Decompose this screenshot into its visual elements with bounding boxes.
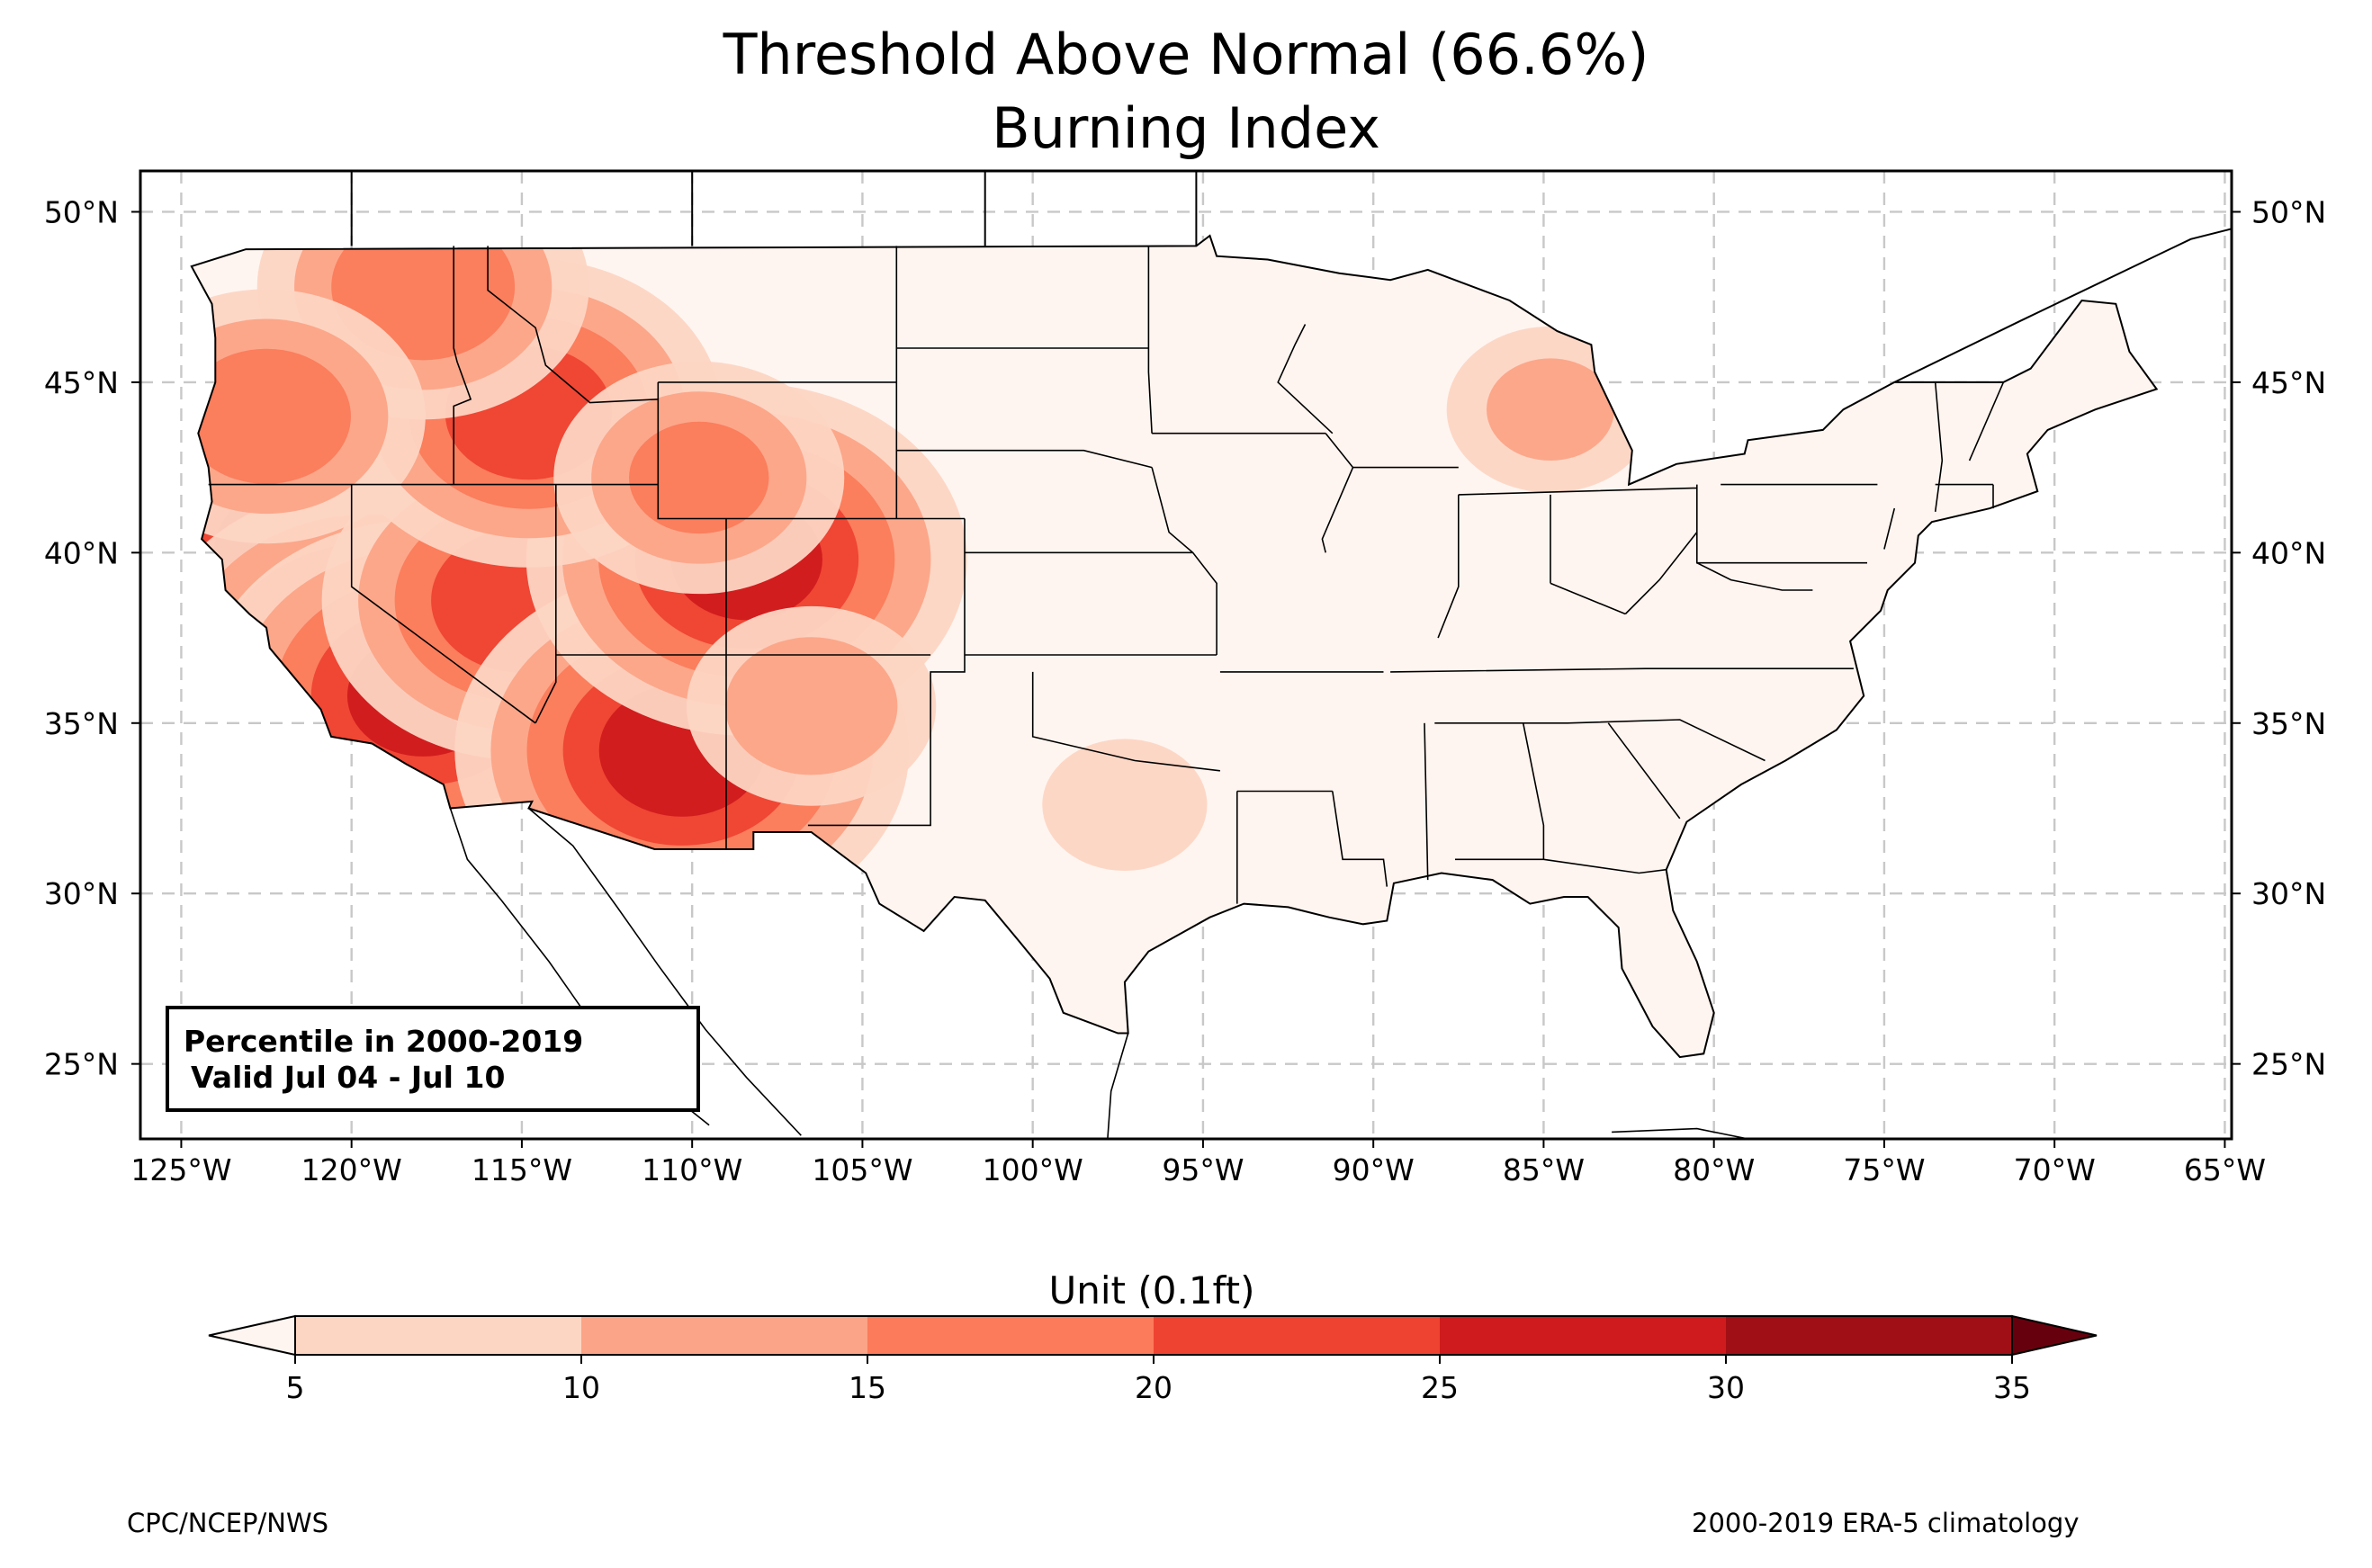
hotspot-12 <box>1042 739 1208 872</box>
map-subtitle: Burning Index <box>992 95 1380 161</box>
coastline-and-state-borders <box>190 171 2232 1139</box>
info-line-valid: Valid Jul 04 - Jul 10 <box>191 1060 506 1095</box>
colorbar-tick-label: 10 <box>562 1370 600 1405</box>
map-frame <box>139 169 2233 1141</box>
info-box: Percentile in 2000-2019 Valid Jul 04 - J… <box>166 1006 700 1112</box>
credit-climatology: 2000-2019 ERA-5 climatology <box>1692 1508 2080 1538</box>
lon-tick-label: 115°W <box>472 1152 572 1187</box>
credit-source: CPC/NCEP/NWS <box>127 1508 329 1538</box>
burning-index-shading <box>191 236 2157 1058</box>
canada-border <box>350 171 2232 383</box>
colorbar-tick-label: 30 <box>1707 1370 1745 1405</box>
lon-tick-label: 75°W <box>1843 1152 1925 1187</box>
colorbar-tick-label: 20 <box>1135 1370 1173 1405</box>
lat-tick-label-right: 45°N <box>2251 365 2326 400</box>
lon-tick-label: 125°W <box>130 1152 231 1187</box>
lon-tick-label: 120°W <box>301 1152 402 1187</box>
lon-tick-label: 85°W <box>1503 1152 1585 1187</box>
conus-outline <box>190 234 2159 1059</box>
colorbar-segment <box>1154 1316 1440 1355</box>
lat-tick-label-left: 35°N <box>44 706 119 741</box>
hotspot-11 <box>687 605 937 806</box>
colorbar-segment <box>1726 1316 2012 1355</box>
lat-tick-label-right: 25°N <box>2251 1047 2326 1082</box>
colorbar-segment <box>581 1316 867 1355</box>
lon-tick-label: 80°W <box>1673 1152 1755 1187</box>
colorbar-tick-label: 35 <box>1993 1370 2031 1405</box>
colorbar-tick-label: 5 <box>286 1370 305 1405</box>
lat-tick-label-right: 35°N <box>2251 706 2326 741</box>
lat-tick-label-left: 40°N <box>44 535 119 570</box>
colorbar-tick-label: 15 <box>849 1370 886 1405</box>
colorbar-segment <box>1440 1316 1726 1355</box>
colorbar-extend-low <box>208 1314 296 1357</box>
colorbar-segment <box>867 1316 1154 1355</box>
lat-tick-label-left: 50°N <box>44 194 119 229</box>
lon-tick-label: 90°W <box>1333 1152 1415 1187</box>
colorbar-extend-high <box>2011 1314 2098 1357</box>
lat-tick-label-right: 40°N <box>2251 535 2326 570</box>
axis-ticks: 125°W 120°W 115°W 110°W 105°W 100°W 95°W 90°W 85… <box>44 194 2326 1187</box>
mexico-coastline <box>449 807 1748 1139</box>
state-borders <box>208 246 2005 904</box>
lat-tick-label-left: 25°N <box>44 1047 119 1082</box>
lon-tick-label: 100°W <box>983 1152 1083 1187</box>
lat-tick-label-left: 30°N <box>44 876 119 911</box>
lat-tick-label-left: 45°N <box>44 365 119 400</box>
lon-tick-label: 105°W <box>812 1152 912 1187</box>
lon-tick-label: 110°W <box>642 1152 742 1187</box>
lon-tick-label: 65°W <box>2184 1152 2266 1187</box>
map-title: Threshold Above Normal (66.6%) <box>723 22 1649 87</box>
colorbar-title: Unit (0.1ft) <box>1048 1268 1255 1313</box>
lon-tick-label: 70°W <box>2014 1152 2096 1187</box>
hotspot-10 <box>553 361 845 595</box>
lat-tick-label-right: 30°N <box>2251 876 2326 911</box>
info-line-period: Percentile in 2000-2019 <box>184 1024 584 1059</box>
colorbar-segment <box>295 1316 581 1355</box>
colorbar-tick-label: 25 <box>1421 1370 1459 1405</box>
lon-tick-label: 95°W <box>1162 1152 1244 1187</box>
lat-tick-label-right: 50°N <box>2251 194 2326 229</box>
